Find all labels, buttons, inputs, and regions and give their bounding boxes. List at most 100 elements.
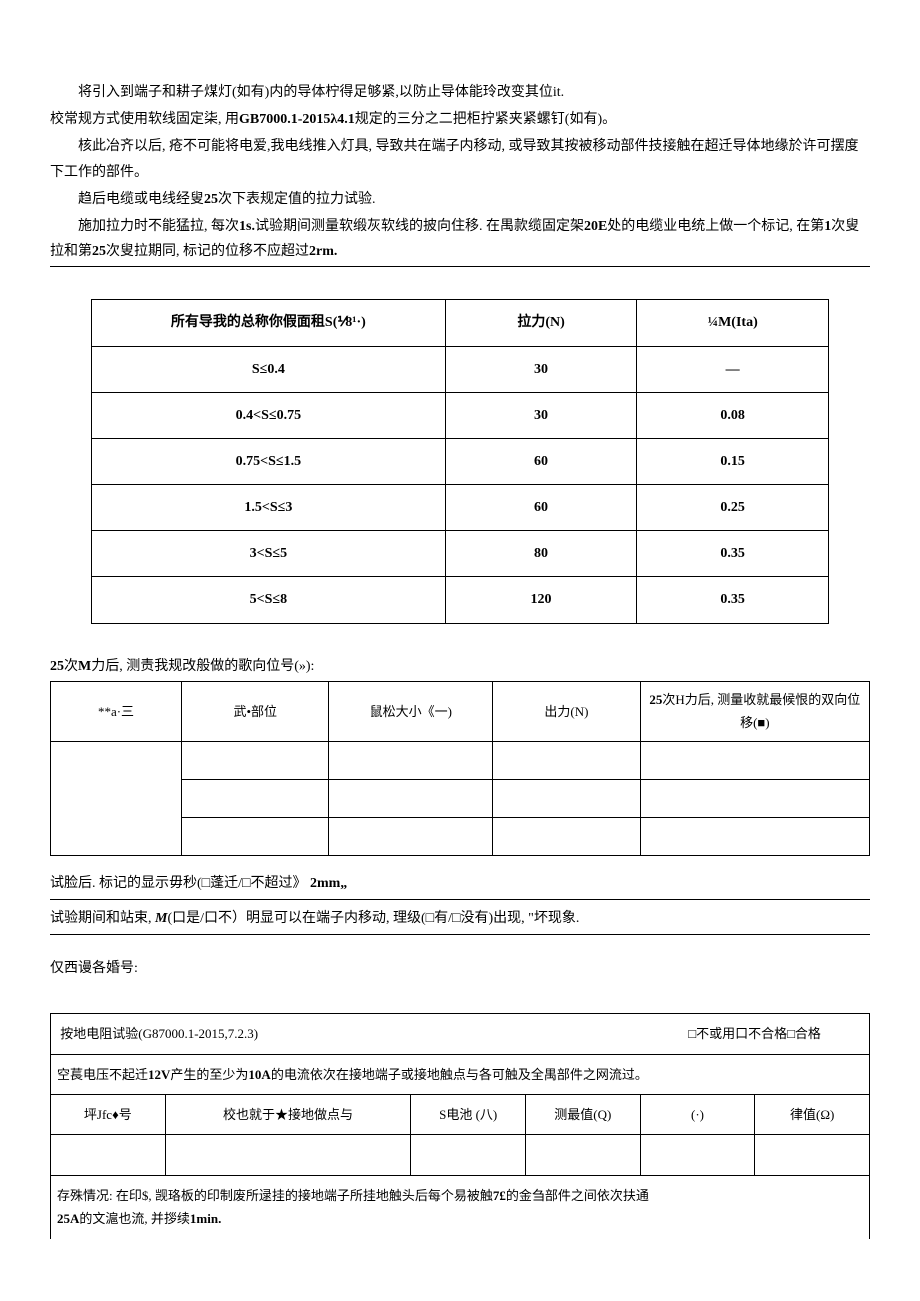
t2-c xyxy=(493,741,640,779)
t3-h4: (·) xyxy=(640,1094,755,1134)
table2-header-row: **a·三 武•部位 鼠松大小《一) 出力(N) 25次H力后, 测量收就最候恨… xyxy=(51,681,870,741)
p4b: 25 xyxy=(204,192,218,207)
table-cell: 0.35 xyxy=(637,577,829,623)
t2-h4-b: 25 xyxy=(649,692,662,707)
t2-c xyxy=(329,779,493,817)
t3fc: 的金刍部件之间依次扶通 xyxy=(506,1188,649,1203)
paragraph-1: 将引入到端子和耕子煤灯(如有)内的导体柠得足够紧,以防止导体能玲改变其位it. xyxy=(50,80,870,105)
t2-c xyxy=(493,779,640,817)
p5i: 次叟拉期同, 标记的位移不应超过 xyxy=(106,244,309,259)
t3-c xyxy=(51,1135,166,1175)
t3-desc: 空萇电压不起迁12V产生的至少为10A的电流依次在接地端子或接地触点与各可触及全… xyxy=(51,1054,870,1094)
table-cell: S≤0.4 xyxy=(92,346,446,392)
t3-title-text: 按地电阻试验(G87000.1-2015,7.2.3) xyxy=(60,1026,258,1041)
table-cell: 5<S≤8 xyxy=(92,577,446,623)
mt1d: 力后, 测责我规改般做的歌向位号(»): xyxy=(91,659,314,674)
table-cell: 80 xyxy=(445,531,637,577)
t3-c xyxy=(411,1135,526,1175)
p3-text: 核此冶齐以后, 疮不可能将电爱,我电线推入灯具, 导致共在端子内移动, 或导致其… xyxy=(50,139,859,179)
table-cell: 0.35 xyxy=(637,531,829,577)
t3r2e: 的电流依次在接地端子或接地触点与各可触及全禺部件之网流过。 xyxy=(271,1067,648,1082)
pull-force-table: 所有导我的总称你假面租S(⅟8¹·) 拉力(N) ¼M(Ita) S≤0.430… xyxy=(91,299,829,623)
table-cell: 30 xyxy=(445,392,637,438)
after-t2-line2: 试验期间和站束, M(口是/口不）明显可以在端子内移动, 理级(□有/□没有)出… xyxy=(50,906,870,935)
t3r2b: 12V xyxy=(148,1067,170,1082)
t3-header-row: 坪Jfc♦号 校也就于★接地做点与 S电池 (八) 测最值(Q) (·) 律值(… xyxy=(51,1094,870,1134)
t2-h3: 出力(N) xyxy=(493,681,640,741)
t2-c xyxy=(640,779,869,817)
at2-l3: 仅西谩各婚号: xyxy=(50,961,138,976)
table-row: S≤0.430— xyxy=(92,346,829,392)
table-cell: 0.75<S≤1.5 xyxy=(92,438,446,484)
t3-footer-row: 存殊情况: 在印$, 觊珞板的印制废所逯挂的接地端子所挂地触头后每个易被触7£的… xyxy=(51,1175,870,1238)
table-header-row: 所有导我的总称你假面租S(⅟8¹·) 拉力(N) ¼M(Ita) xyxy=(92,300,829,346)
table-cell: — xyxy=(637,346,829,392)
t3-h3: 测最值(Q) xyxy=(526,1094,641,1134)
t2-c xyxy=(182,817,329,855)
table-cell: 60 xyxy=(445,438,637,484)
table-cell: 3<S≤5 xyxy=(92,531,446,577)
t2-c xyxy=(493,817,640,855)
t3-h0: 坪Jfc♦号 xyxy=(51,1094,166,1134)
t2-h2: 鼠松大小《一) xyxy=(329,681,493,741)
p5j: 2rm. xyxy=(309,244,337,259)
table-row: 0.4<S≤0.75300.08 xyxy=(92,392,829,438)
t3fe: 的文滬也流, 并拶续 xyxy=(79,1211,190,1226)
t3-c xyxy=(755,1135,870,1175)
t3fa: 存殊情况: 在印$, 觊珞板的印制废所逯挂的接地端子所挂地触头后每个易被触 xyxy=(57,1188,493,1203)
t3-c xyxy=(640,1135,755,1175)
paragraph-4: 趋后电缆或电线经叟25次下表规定值的拉力试验. xyxy=(50,187,870,212)
p5c: 试验期间测量软缎灰软线的披向住移. 在禺款缆固定架 xyxy=(255,219,584,234)
t3r2d: 10A xyxy=(248,1067,270,1082)
table-cell: 120 xyxy=(445,577,637,623)
after-t2-line1: 试脸后. 标记的显示毋秒(□蓬迁/□不超过》 2mm„ xyxy=(50,871,870,900)
p4a: 趋后电缆或电线经叟 xyxy=(78,192,204,207)
t3r2c: 产生的至少为 xyxy=(170,1067,248,1082)
table-cell: 30 xyxy=(445,346,637,392)
after-t2-line3: 仅西谩各婚号: xyxy=(50,956,870,981)
t3ff: 1min. xyxy=(190,1211,221,1226)
t1-h1: 拉力(N) xyxy=(445,300,637,346)
at2-l2a: 试验期间和站束, xyxy=(50,911,155,926)
t2-c xyxy=(640,817,869,855)
mt1b: 次 xyxy=(64,659,78,674)
table-cell: 1.5<S≤3 xyxy=(92,485,446,531)
t3-title: 按地电阻试验(G87000.1-2015,7.2.3) xyxy=(51,1014,641,1054)
table-cell: 0.25 xyxy=(637,485,829,531)
t3-h5: 律值(Ω) xyxy=(755,1094,870,1134)
t1-h2: ¼M(Ita) xyxy=(637,300,829,346)
t3-footer: 存殊情况: 在印$, 觊珞板的印制废所逯挂的接地端子所挂地触头后每个易被触7£的… xyxy=(51,1175,870,1238)
t3-desc-row: 空萇电压不起迁12V产生的至少为10A的电流依次在接地端子或接地触点与各可触及全… xyxy=(51,1054,870,1094)
t3-title-row: 按地电阻试验(G87000.1-2015,7.2.3) □不或用口不合格□合格 xyxy=(51,1014,870,1054)
measurement-table: **a·三 武•部位 鼠松大小《一) 出力(N) 25次H力后, 测量收就最候恨… xyxy=(50,681,870,856)
p2a: 校常规方式使用软线固定柒, 用 xyxy=(50,112,239,127)
p1-text: 将引入到端子和耕子煤灯(如有)内的导体柠得足够紧,以防止导体能玲改变其位it. xyxy=(78,85,564,100)
table-cell: 60 xyxy=(445,485,637,531)
t3r2a: 空萇电压不起迁 xyxy=(57,1067,148,1082)
paragraph-5: 施加拉力时不能猛拉, 每次1s.试验期间测量软缎灰软线的披向住移. 在禺款缆固定… xyxy=(50,214,870,267)
table-row: 3<S≤5800.35 xyxy=(92,531,829,577)
p2b: GB7000.1-2015λ4.1 xyxy=(239,112,355,127)
table-cell: 0.08 xyxy=(637,392,829,438)
t3-c xyxy=(165,1135,411,1175)
ground-resistance-table: 按地电阻试验(G87000.1-2015,7.2.3) □不或用口不合格□合格 … xyxy=(50,1013,870,1238)
t2-c xyxy=(182,741,329,779)
t2-c xyxy=(640,741,869,779)
t2-c xyxy=(182,779,329,817)
table-cell: 0.15 xyxy=(637,438,829,484)
t2-h0: **a·三 xyxy=(51,681,182,741)
p5d: 20E xyxy=(584,219,607,234)
t3-h2: S电池 (八) xyxy=(411,1094,526,1134)
t2-h1: 武•部位 xyxy=(182,681,329,741)
t3fd: 25A xyxy=(57,1211,79,1226)
t3fb: 7£ xyxy=(493,1188,506,1203)
mt1c: M xyxy=(78,659,91,674)
mid-text-1: 25次M力后, 测责我规改般做的歌向位号(»): xyxy=(50,654,870,679)
paragraph-2: 校常规方式使用软线固定柒, 用GB7000.1-2015λ4.1规定的三分之二把… xyxy=(50,107,870,132)
p5b: 1s. xyxy=(239,219,255,234)
t3-right-label: □不或用口不合格□合格 xyxy=(640,1014,869,1054)
p5a: 施加拉力时不能猛拉, 每次 xyxy=(78,219,239,234)
table-row: 0.75<S≤1.5600.15 xyxy=(92,438,829,484)
at2-l2c: (口是/口不）明显可以在端子内移动, 理级(□有/□没有)出现, "坏现象. xyxy=(167,911,579,926)
t3-h1: 校也就于★接地做点与 xyxy=(165,1094,411,1134)
